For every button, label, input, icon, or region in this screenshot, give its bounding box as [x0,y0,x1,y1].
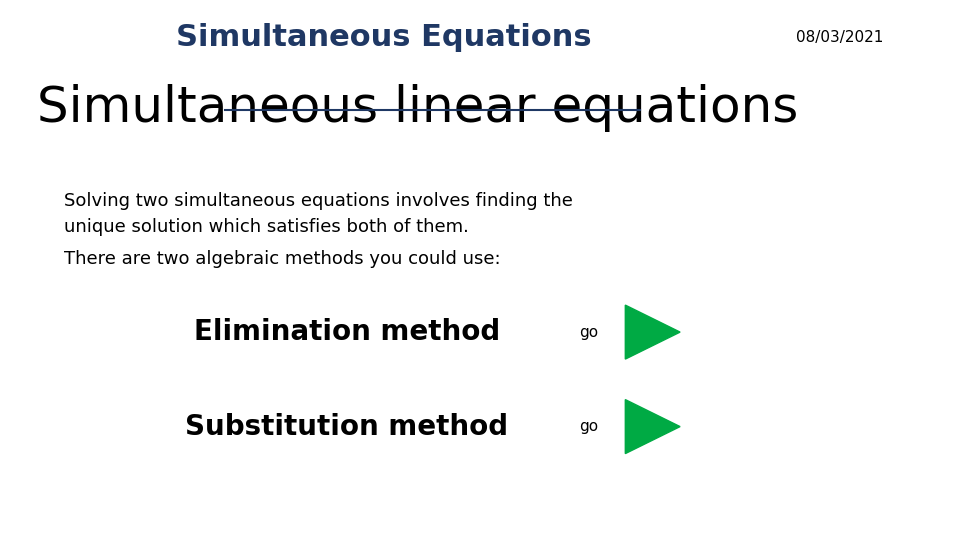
Text: Simultaneous linear equations: Simultaneous linear equations [36,84,798,132]
Polygon shape [625,400,680,454]
Text: go: go [579,325,598,340]
Text: There are two algebraic methods you could use:: There are two algebraic methods you coul… [64,250,500,268]
Text: Simultaneous Equations: Simultaneous Equations [176,23,591,52]
Text: go: go [579,419,598,434]
Text: Elimination method: Elimination method [194,318,500,346]
Text: Solving two simultaneous equations involves finding the
unique solution which sa: Solving two simultaneous equations invol… [64,192,573,236]
Polygon shape [625,305,680,359]
Text: 08/03/2021: 08/03/2021 [796,30,883,45]
Text: Substitution method: Substitution method [185,413,509,441]
